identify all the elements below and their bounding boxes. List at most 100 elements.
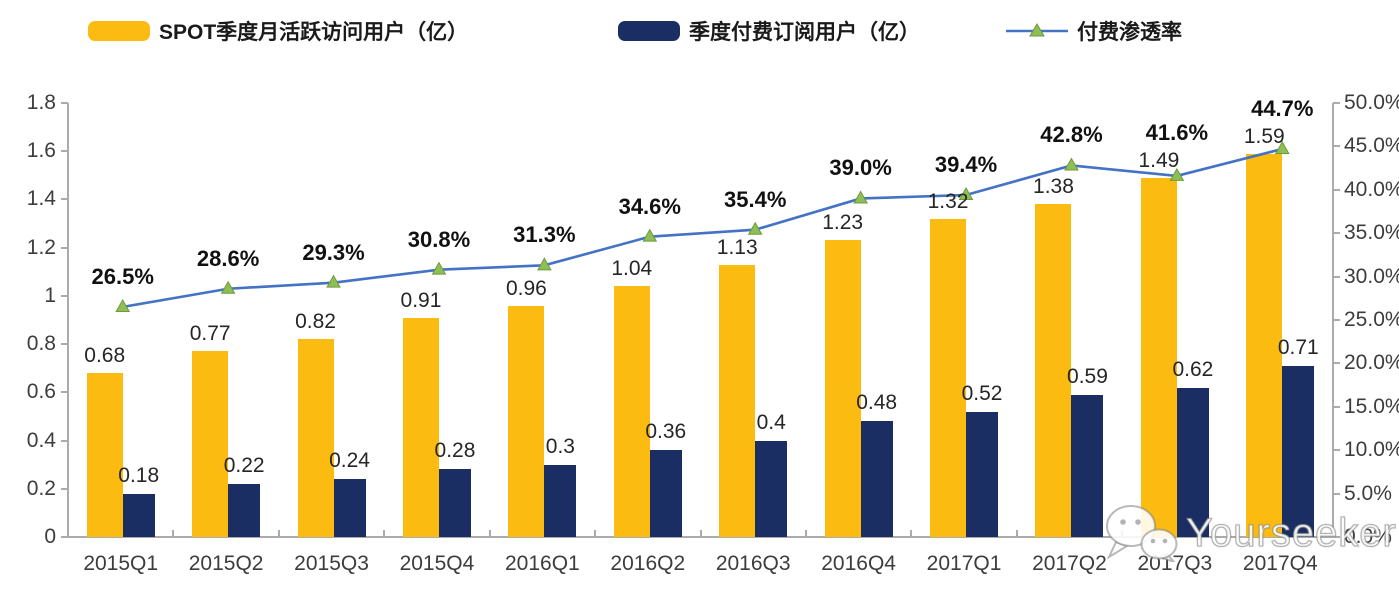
- x-axis-tick-mark: [699, 530, 702, 537]
- x-axis-tick-mark: [277, 530, 280, 537]
- x-axis-tick-mark: [594, 530, 597, 537]
- right-axis-tick-mark: [1333, 536, 1340, 538]
- legend-label-mau: SPOT季度月活跃访问用户（亿）: [159, 21, 469, 44]
- legend-label-subscribers: 季度付费订阅用户（亿）: [689, 21, 920, 44]
- mau-bar: [613, 286, 650, 537]
- line-triangle-legend-icon: [1006, 23, 1068, 37]
- right-axis-tick-label: 50.0%: [1344, 91, 1399, 114]
- x-axis-label: 2016Q1: [505, 552, 580, 575]
- right-axis-tick-mark: [1333, 362, 1340, 365]
- x-axis-label: 2017Q2: [1032, 552, 1107, 575]
- watermark: Yourseeker: [1104, 504, 1397, 562]
- x-axis-tick-mark: [383, 530, 386, 537]
- x-axis-label: 2017Q4: [1242, 552, 1318, 575]
- legend-label-penetration: 付费渗透率: [1077, 21, 1182, 44]
- left-axis-tick-mark: [61, 487, 68, 490]
- left-axis-tick-mark: [61, 102, 68, 104]
- left-axis-tick-label: 0.8: [26, 332, 56, 356]
- right-axis-tick-mark: [1333, 275, 1340, 278]
- right-axis-tick-label: 10.0%: [1344, 438, 1399, 462]
- left-axis-tick-label: 1.6: [26, 139, 56, 163]
- x-axis-tick-mark: [910, 530, 913, 537]
- right-axis-tick-label: 5.0%: [1344, 481, 1392, 505]
- right-axis-tick-label: 35.0%: [1344, 221, 1399, 245]
- right-axis-tick-label: 15.0%: [1344, 394, 1399, 418]
- wechat-icon-eyes: [1120, 519, 1168, 544]
- subscribers-bar: [1176, 387, 1209, 537]
- mau-bar: [86, 373, 123, 537]
- x-axis-label: 2015Q4: [399, 552, 475, 575]
- x-axis-label: 2016Q4: [821, 552, 896, 575]
- left-axis-tick-label: 1.4: [26, 187, 56, 211]
- left-axis-tick-mark: [61, 536, 68, 538]
- left-axis-tick-mark: [61, 246, 68, 249]
- mau-bar: [1246, 153, 1283, 537]
- subscribers-bar: [544, 464, 577, 537]
- right-axis-tick-label: 40.0%: [1344, 177, 1399, 201]
- legend-item-subscribers: 季度付费订阅用户（亿）: [618, 14, 920, 48]
- subscribers-bar: [1282, 365, 1315, 537]
- x-axis-label: 2015Q1: [83, 552, 159, 575]
- x-axis-label: 2015Q3: [294, 552, 369, 575]
- mau-bar: [719, 264, 756, 537]
- x-axis-tick-mark: [1015, 530, 1018, 537]
- left-axis-line: [67, 103, 69, 537]
- subscribers-bar: [966, 411, 999, 537]
- left-axis-tick-mark: [61, 150, 68, 153]
- subscribers-bar: [1071, 394, 1104, 537]
- watermark-text: Yourseeker: [1185, 510, 1397, 555]
- x-axis-line: [67, 536, 1334, 538]
- right-axis-tick-mark: [1333, 405, 1340, 408]
- mau-bar-swatch-icon: [88, 21, 150, 41]
- subscribers-bar: [122, 493, 155, 537]
- right-axis-tick-mark: [1333, 319, 1340, 321]
- subscribers-bar: [438, 469, 471, 537]
- subscribers-bar: [755, 440, 788, 537]
- left-axis-tick-mark: [61, 391, 68, 394]
- left-axis-tick-mark: [61, 294, 68, 297]
- left-axis-tick-label: 0.4: [26, 428, 56, 452]
- right-axis-tick-mark: [1333, 188, 1340, 191]
- right-axis-tick-mark: [1333, 145, 1340, 148]
- right-axis-tick-mark: [1333, 492, 1340, 495]
- mau-bar: [824, 240, 861, 537]
- left-axis-tick-label: 1.2: [26, 235, 56, 259]
- x-axis-tick-mark: [1226, 530, 1229, 537]
- left-axis-tick-label: 0.2: [26, 476, 56, 500]
- right-axis-tick-label: 25.0%: [1344, 308, 1399, 331]
- x-axis-tick-mark: [804, 530, 807, 537]
- x-axis-label: 2015Q2: [188, 552, 264, 575]
- legend-item-mau: SPOT季度月活跃访问用户（亿）: [88, 14, 468, 48]
- x-axis-label: 2016Q3: [715, 552, 791, 575]
- x-axis-tick-mark: [172, 530, 175, 537]
- subscribers-bar: [860, 421, 893, 537]
- left-axis-tick-label: 1.8: [26, 91, 56, 114]
- mau-bar: [930, 218, 967, 537]
- mau-bar: [1035, 204, 1072, 537]
- subscribers-bar-swatch-icon: [618, 21, 680, 41]
- legend-item-penetration: 付费渗透率: [1006, 14, 1182, 48]
- left-axis-tick-label: 0.6: [26, 380, 56, 404]
- right-axis-tick-mark: [1333, 449, 1340, 452]
- left-axis-tick-mark: [61, 439, 68, 442]
- mau-bar: [297, 339, 334, 537]
- subscribers-bar: [228, 483, 261, 537]
- subscribers-bar: [333, 479, 366, 537]
- left-axis-tick-mark: [61, 198, 68, 201]
- mau-bar: [508, 305, 545, 537]
- right-axis-tick-label: 0.0%: [1344, 525, 1392, 548]
- right-axis-tick-label: 30.0%: [1344, 264, 1399, 288]
- right-axis-tick-label: 45.0%: [1344, 134, 1399, 158]
- x-axis-tick-mark: [488, 530, 491, 537]
- subscribers-bar: [649, 450, 682, 537]
- x-axis-label: 2016Q2: [610, 552, 686, 575]
- x-axis-label: 2017Q1: [926, 552, 1002, 575]
- mau-bar: [1140, 177, 1177, 537]
- left-axis-tick-label: 0: [44, 525, 56, 548]
- mau-bar: [192, 351, 229, 537]
- mau-bar: [402, 317, 439, 537]
- left-axis-tick-label: 1: [44, 283, 56, 307]
- left-axis-tick-mark: [61, 343, 68, 346]
- right-axis-tick-label: 20.0%: [1344, 351, 1399, 375]
